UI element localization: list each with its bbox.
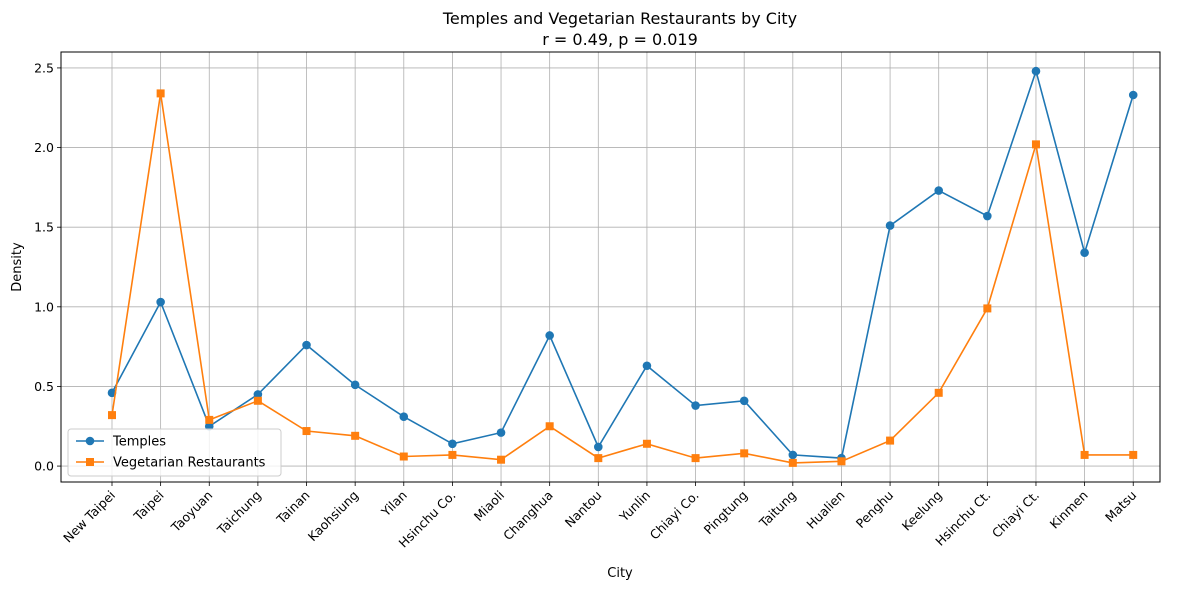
data-point [934, 388, 943, 397]
y-tick-label: 2.5 [34, 60, 54, 75]
y-tick-label: 1.5 [34, 220, 54, 235]
y-axis-label: Density [10, 242, 25, 292]
data-point [108, 411, 116, 420]
y-tick-label: 2.0 [34, 140, 54, 155]
data-point [496, 428, 506, 437]
data-point [1031, 140, 1040, 149]
data-point [107, 388, 117, 398]
data-point [545, 422, 554, 431]
data-point [740, 449, 749, 458]
data-point [739, 396, 749, 406]
data-point [1080, 248, 1089, 257]
data-point [885, 221, 895, 230]
data-point [253, 390, 263, 399]
data-point [983, 304, 992, 313]
data-point [691, 454, 700, 463]
data-point [204, 421, 214, 431]
data-point [788, 458, 797, 467]
data-point [691, 401, 700, 410]
data-point [594, 442, 603, 452]
chart-subtitle: r = 0.49, p = 0.019 [542, 30, 698, 49]
x-axis-label: City [607, 566, 633, 581]
data-point [302, 427, 311, 436]
legend-marker [85, 436, 95, 446]
data-point [351, 431, 360, 440]
legend-label: Vegetarian Restaurants [113, 456, 266, 471]
chart-title: Temples and Vegetarian Restaurants by Ci… [442, 9, 797, 28]
legend-frame [67, 428, 282, 477]
data-point [448, 450, 457, 459]
legend: Temples Vegetarian Restaurants [67, 428, 282, 477]
data-point [837, 457, 846, 466]
data-point [156, 297, 165, 307]
data-point [1031, 66, 1041, 76]
legend-label: Temples [112, 435, 166, 450]
data-point [156, 89, 165, 98]
data-point [1128, 90, 1138, 100]
series-layer [107, 66, 1138, 467]
grid-lines [61, 52, 1160, 482]
data-point [545, 331, 554, 340]
data-point [886, 436, 895, 445]
plot-frame [60, 51, 1161, 483]
data-point [399, 412, 409, 422]
data-point [642, 439, 651, 448]
data-point [497, 455, 506, 464]
data-point [399, 452, 408, 461]
data-point [983, 211, 992, 221]
series-line-1 [111, 93, 1134, 464]
data-point [594, 454, 603, 463]
data-point [350, 380, 360, 390]
data-point [642, 361, 652, 371]
data-point [1080, 450, 1089, 459]
data-point [205, 415, 214, 424]
data-point [934, 186, 944, 195]
y-tick-label: 0.5 [34, 379, 54, 394]
y-tick-label: 0.0 [34, 459, 54, 474]
data-point [448, 439, 457, 449]
series-line-0 [111, 68, 1134, 459]
data-point [788, 450, 798, 460]
data-point [1129, 450, 1138, 459]
data-point [302, 340, 311, 350]
y-tick-label: 1.0 [34, 299, 54, 314]
data-point [253, 396, 262, 405]
legend-marker [86, 458, 94, 466]
